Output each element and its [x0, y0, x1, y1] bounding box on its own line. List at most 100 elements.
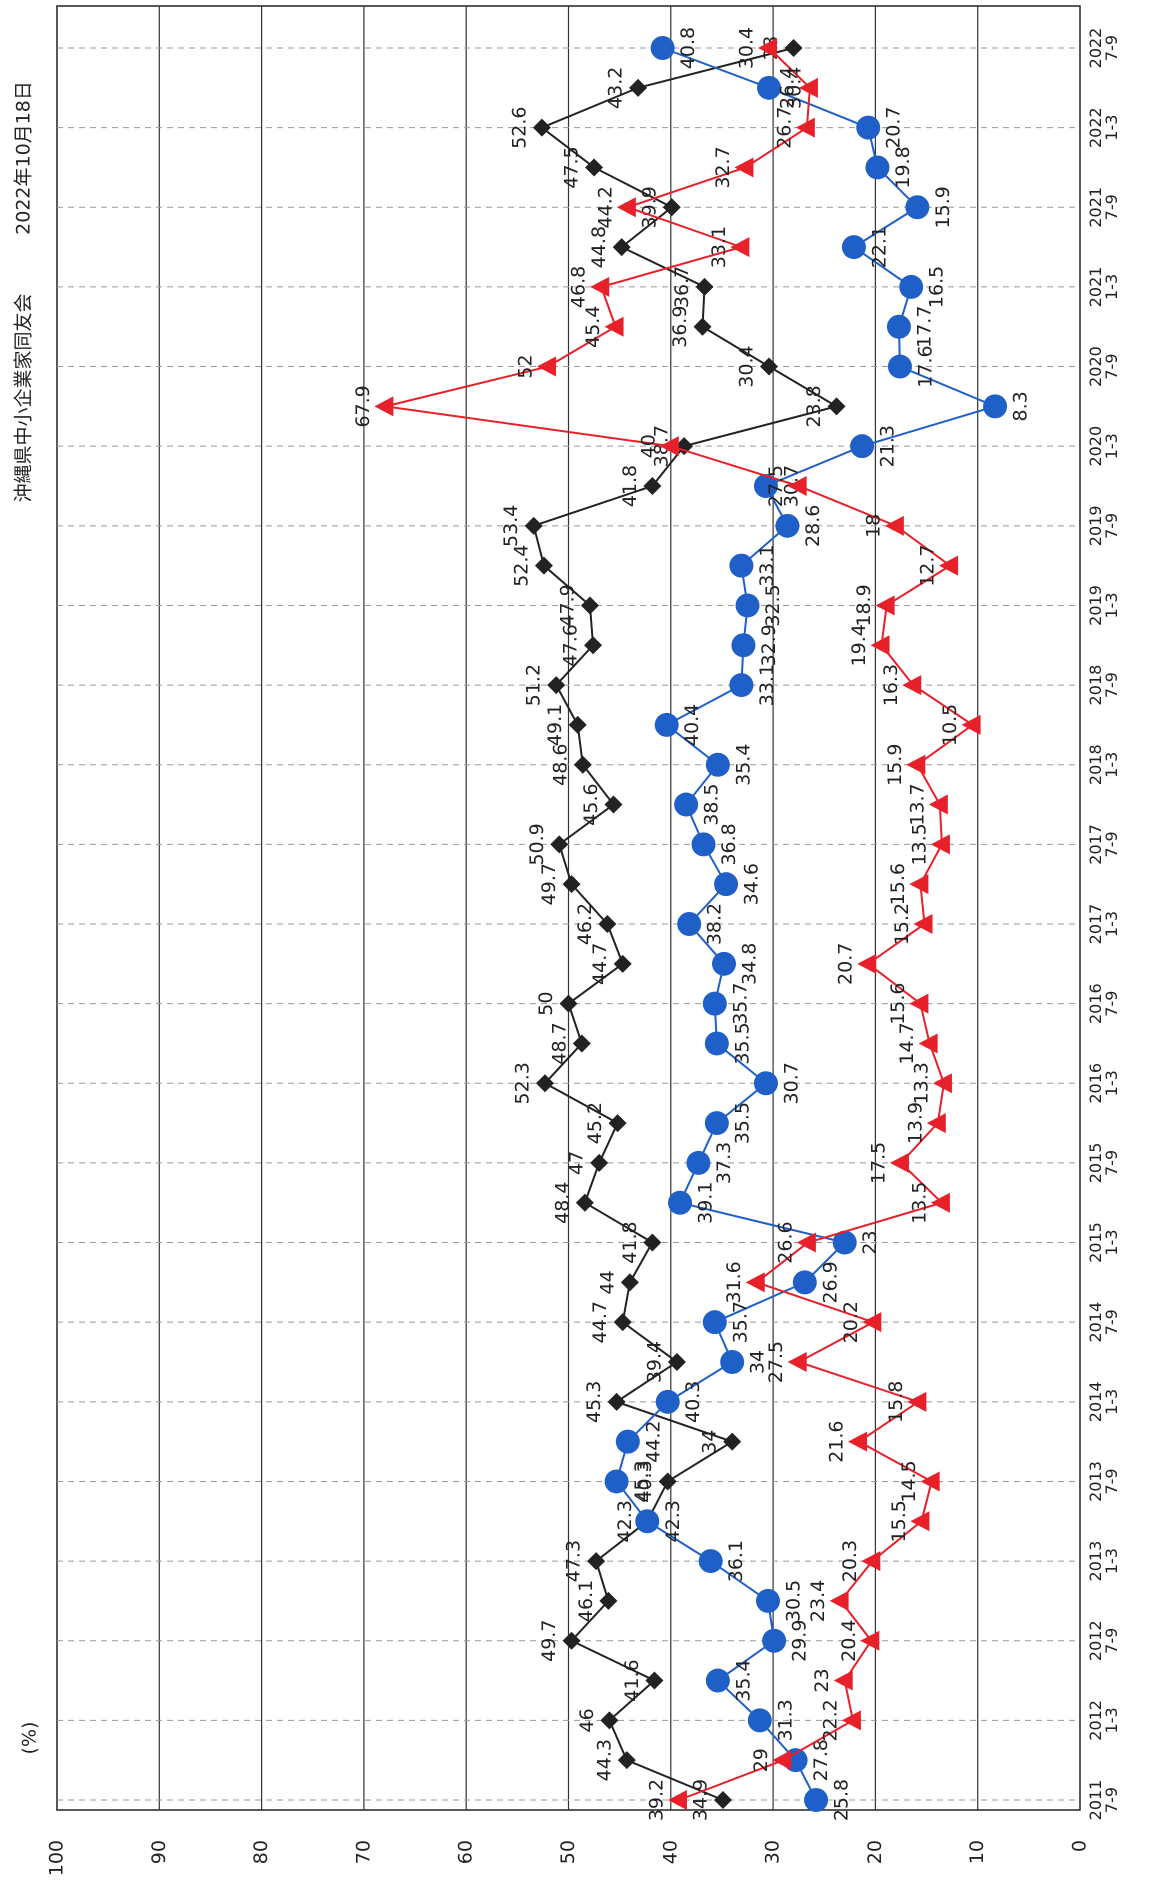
point: [562, 875, 581, 894]
data-label: 26.9: [819, 1261, 841, 1303]
data-label: 26.7: [773, 106, 795, 148]
data-label: 41.8: [619, 1221, 641, 1263]
x-tick-label-box: 2013 7-9: [1088, 1461, 1121, 1502]
data-label: 42.3: [614, 1500, 636, 1542]
x-tick-label-box: 2018 7-9: [1088, 665, 1121, 706]
x-tick-label: 2011 7-9: [1088, 1779, 1121, 1821]
point: [547, 676, 566, 695]
data-label: 47: [566, 1151, 588, 1175]
point: [575, 1193, 594, 1212]
point: [654, 712, 679, 737]
x-tick-label: 2012 7-9: [1088, 1620, 1121, 1662]
point: [961, 714, 981, 735]
point: [787, 476, 807, 496]
data-label: 39.1: [695, 1182, 717, 1224]
data-label: 35.4: [732, 744, 754, 786]
data-label: 32.5: [762, 584, 784, 626]
point: [930, 834, 950, 855]
point: [629, 78, 648, 97]
x-tick-label: 2014 7-9: [1088, 1301, 1121, 1343]
data-label: 35.4: [732, 1659, 754, 1701]
data-label: 20.3: [839, 1540, 861, 1582]
x-tick-label-box: 2021 1-3: [1088, 267, 1121, 308]
point: [643, 1233, 662, 1252]
data-label: 47.9: [556, 584, 578, 626]
x-tick-label: 2015 7-9: [1088, 1142, 1121, 1184]
x-tick-label: 2016 1-3: [1088, 1062, 1121, 1104]
point: [695, 277, 714, 296]
point: [659, 436, 679, 457]
point: [635, 1509, 660, 1534]
point: [757, 75, 782, 100]
point: [704, 1111, 729, 1136]
point: [905, 195, 930, 220]
data-label: 36.8: [718, 823, 740, 865]
point: [650, 36, 675, 60]
point: [702, 991, 727, 1016]
point: [795, 117, 815, 138]
data-label: 13.5: [908, 823, 930, 865]
x-tick-label: 2018 1-3: [1088, 744, 1121, 786]
data-label: 15.9: [884, 744, 906, 786]
point: [568, 715, 587, 734]
data-label: 23.4: [807, 1580, 829, 1622]
data-label: 49.1: [544, 704, 566, 746]
data-label: 31.6: [723, 1261, 745, 1303]
point: [616, 197, 636, 218]
point: [910, 1511, 930, 1532]
data-label: 33.1: [756, 544, 778, 586]
point: [841, 235, 866, 260]
data-label: 31.3: [774, 1699, 796, 1741]
x-tick-label: 2014 1-3: [1088, 1381, 1121, 1423]
data-label: 36.9: [669, 306, 691, 348]
data-label: 26.4: [776, 67, 798, 109]
data-label: 21.3: [877, 425, 899, 467]
data-label: 43.2: [605, 67, 627, 109]
data-label: 40: [637, 434, 659, 458]
y-tick-label: 40: [659, 1840, 681, 1864]
x-tick-label-box: 2022 1-3: [1088, 107, 1121, 148]
data-label: 52.3: [511, 1062, 533, 1104]
point: [907, 1391, 927, 1412]
point: [607, 1392, 626, 1411]
data-label: 38.2: [704, 903, 726, 945]
data-label: 46: [576, 1708, 598, 1732]
data-label: 39.2: [645, 1779, 667, 1821]
point: [913, 914, 933, 934]
data-label: 13.9: [904, 1102, 926, 1144]
x-tick-label: 2016 7-9: [1088, 983, 1121, 1024]
point: [705, 1668, 730, 1693]
point: [613, 1313, 632, 1332]
data-label: 34: [747, 1350, 769, 1374]
data-label: 19.4: [848, 624, 870, 666]
point: [758, 38, 778, 58]
point: [804, 1788, 829, 1812]
point: [792, 1270, 817, 1295]
data-label: 50: [535, 992, 557, 1016]
x-tick-label: 2013 1-3: [1088, 1540, 1121, 1582]
y-tick-label: 80: [250, 1840, 272, 1864]
data-label: 15.2: [891, 903, 913, 945]
point: [928, 794, 948, 815]
data-label: 44.2: [594, 186, 616, 228]
point: [643, 477, 662, 495]
data-label: 16.3: [880, 664, 902, 706]
data-label: 45.6: [580, 783, 602, 825]
point: [667, 1790, 687, 1810]
data-label: 48.6: [549, 744, 571, 786]
point: [667, 1353, 686, 1371]
data-label: 48.4: [551, 1182, 573, 1224]
data-label: 25.8: [831, 1779, 853, 1821]
data-label: 29.9: [789, 1620, 811, 1662]
x-tick-label: 2019 1-3: [1088, 585, 1121, 626]
data-label: 33.1: [708, 226, 730, 268]
point: [762, 1628, 787, 1653]
data-label: 30.7: [780, 1062, 802, 1104]
x-tick-label-box: 2020 1-3: [1088, 425, 1121, 467]
data-label: 40.3: [682, 1381, 704, 1423]
point: [608, 1114, 627, 1133]
x-tick-label: 2020 1-3: [1088, 425, 1121, 467]
data-label: 39.4: [643, 1341, 665, 1383]
point: [617, 1751, 636, 1770]
data-label: 30.4: [736, 345, 758, 387]
